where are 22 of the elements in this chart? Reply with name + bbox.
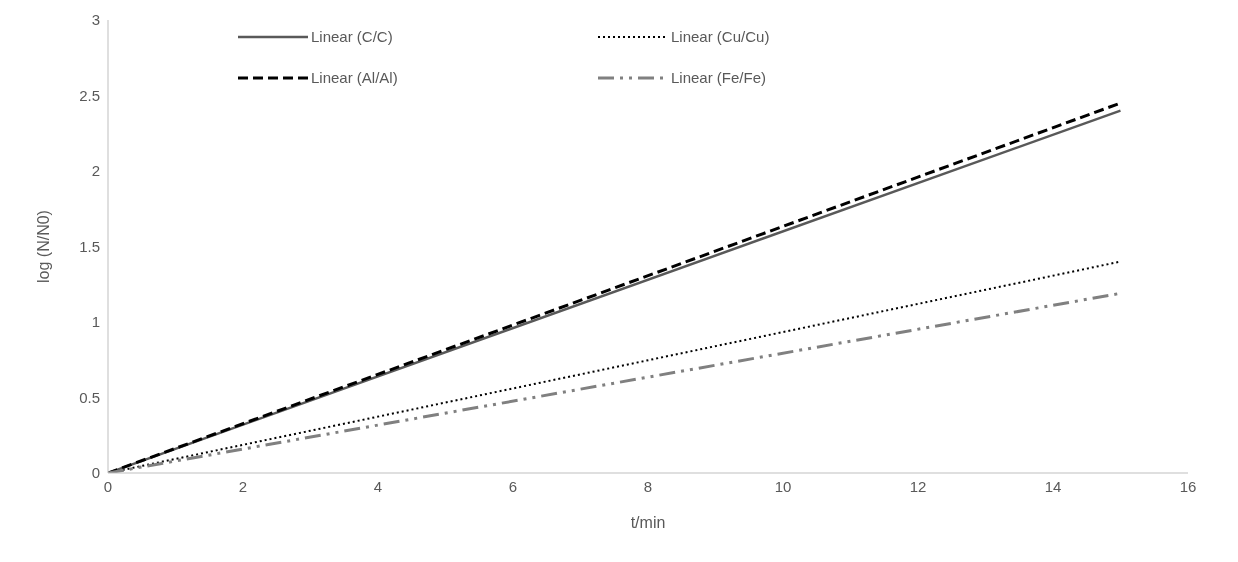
x-tick-label: 8 [643,477,653,495]
x-tick-label: 16 [1179,477,1197,495]
x-tick-label: 0 [103,477,113,495]
y-tick-label: 1 [91,313,100,331]
y-tick-label: 2 [91,162,100,180]
y-tick-label: 0.5 [79,388,100,406]
x-tick-label: 10 [774,477,792,495]
x-tick-label: 4 [373,477,383,495]
y-axis-title: log (N/N0) [34,210,52,283]
x-axis-title: t/min [630,514,666,531]
legend-label: Linear (C/C) [311,28,393,45]
x-tick-label: 2 [238,477,248,495]
x-tick-label: 14 [1044,477,1062,495]
y-tick-label: 3 [91,11,100,29]
x-tick-label: 12 [909,477,927,495]
legend-label: Linear (Cu/Cu) [671,28,770,45]
y-tick-label: 1.5 [79,237,100,255]
legend-label: Linear (Al/Al) [311,69,398,86]
legend-label: Linear (Fe/Fe) [671,69,767,86]
y-tick-label: 2.5 [79,86,100,104]
x-tick-label: 6 [508,477,518,495]
y-tick-label: 0 [91,464,100,482]
